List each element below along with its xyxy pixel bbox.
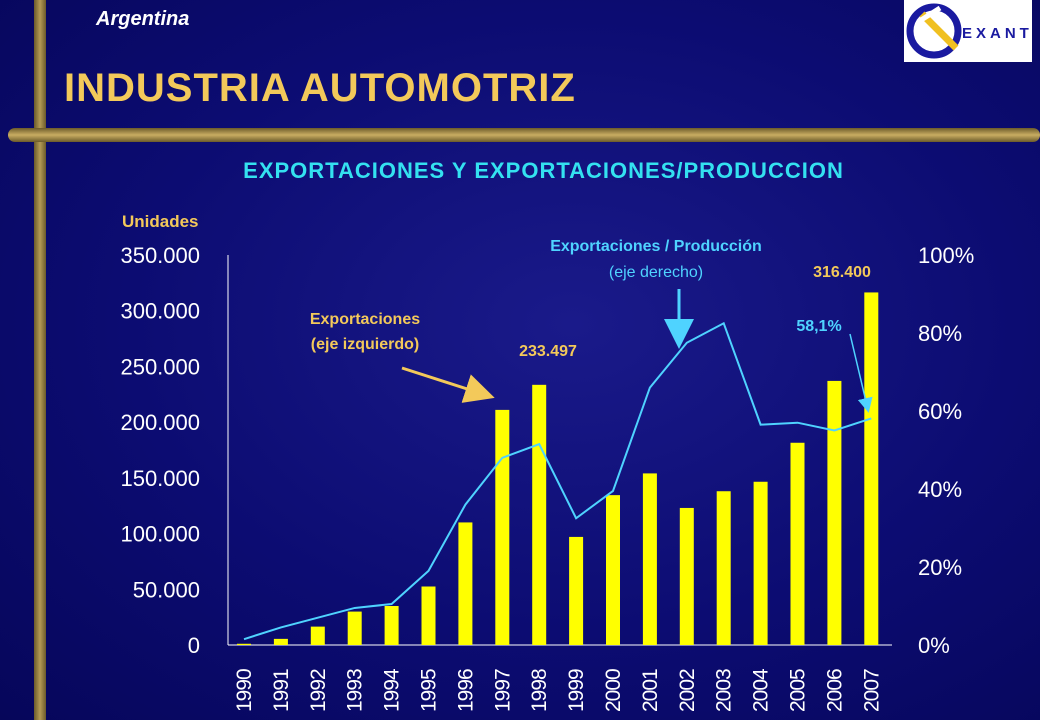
x-tick-label: 1999 [565,669,588,712]
export-bar [642,473,657,645]
export-bar [310,626,325,645]
x-tick-label: 1997 [491,669,514,712]
left-axis-title: Unidades [122,212,199,231]
data-label-1998: 233.497 [519,343,577,360]
x-tick-label: 2005 [787,669,810,712]
left-tick-label: 250.000 [120,354,200,379]
x-tick-label: 2001 [639,669,662,712]
x-tick-label: 1998 [528,669,551,712]
export-bar [864,292,879,645]
right-tick-label: 80% [918,321,962,346]
left-tick-label: 150.000 [120,466,200,491]
x-tick-label: 1991 [270,669,293,712]
export-bar [827,380,842,645]
ratio-line-series [243,321,872,641]
x-tick-label: 1994 [381,668,404,712]
exports-annotation-line1: Exportaciones [310,311,420,328]
page-title: INDUSTRIA AUTOMOTRIZ [64,66,576,110]
export-bar [606,495,620,645]
ratio-annotation-line2: (eje derecho) [609,264,703,281]
export-bar [790,442,805,645]
right-tick-label: 20% [918,555,962,580]
right-tick-label: 40% [918,477,962,502]
right-tick-labels: 100% 80% 60% 40% 20% 0% [918,243,974,658]
left-tick-label: 300.000 [120,299,200,324]
export-bars [237,292,879,645]
left-tick-label: 200.000 [120,410,200,435]
export-bar [384,606,399,645]
ratio-line [243,321,872,641]
export-bar [495,409,510,645]
left-tick-label: 0 [188,633,200,658]
exante-logo: EXANTE [904,0,1032,62]
x-tick-label: 1992 [307,669,330,712]
export-bar [458,522,473,645]
x-tick-label: 1993 [344,669,367,712]
export-bar [347,611,362,645]
right-tick-label: 100% [918,243,974,268]
export-bar [753,481,768,645]
export-bar [273,638,288,645]
export-bar [569,536,584,645]
ratio-annotation-line1: Exportaciones / Producción [550,238,762,255]
right-tick-label: 60% [918,399,962,424]
x-tick-label: 2000 [602,669,625,712]
decorative-horizontal-bar [8,128,1040,142]
right-tick-label: 0% [918,633,950,658]
export-bar [421,586,436,645]
exports-annotation-arrow [401,366,495,403]
x-tick-label: 1990 [233,669,256,712]
x-tick-label: 1995 [418,669,441,712]
x-tick-label: 1996 [454,669,477,712]
x-tick-label: 2007 [860,669,883,712]
ratio-2007-arrow [849,333,873,413]
export-bar [716,491,731,645]
x-tick-label: 2002 [676,669,699,712]
export-bar [237,643,251,645]
logo-text: EXANTE [962,25,1032,42]
data-label-ratio-2007: 58,1% [796,318,841,335]
left-tick-label: 50.000 [133,577,200,602]
decorative-vertical-bar [34,0,46,720]
x-tick-labels: 1990 1991 1992 1993 1994 1995 1996 1997 1998 1999… [233,668,883,712]
exports-annotation-line2: (eje izquierdo) [311,336,419,353]
x-tick-label: 2003 [713,669,736,712]
export-bar [532,384,547,645]
left-tick-labels: 350.000 300.000 250.000 200.000 150.000 100.0… [120,243,200,658]
left-tick-label: 100.000 [120,522,200,547]
x-tick-label: 2006 [823,669,846,712]
x-tick-label: 2004 [750,668,773,712]
chart-subtitle: EXPORTACIONES Y EXPORTACIONES/PRODUCCION [243,158,844,183]
left-tick-label: 350.000 [120,243,200,268]
country-label: Argentina [96,8,190,30]
data-label-2007: 316.400 [813,264,871,281]
export-bar [679,507,694,645]
